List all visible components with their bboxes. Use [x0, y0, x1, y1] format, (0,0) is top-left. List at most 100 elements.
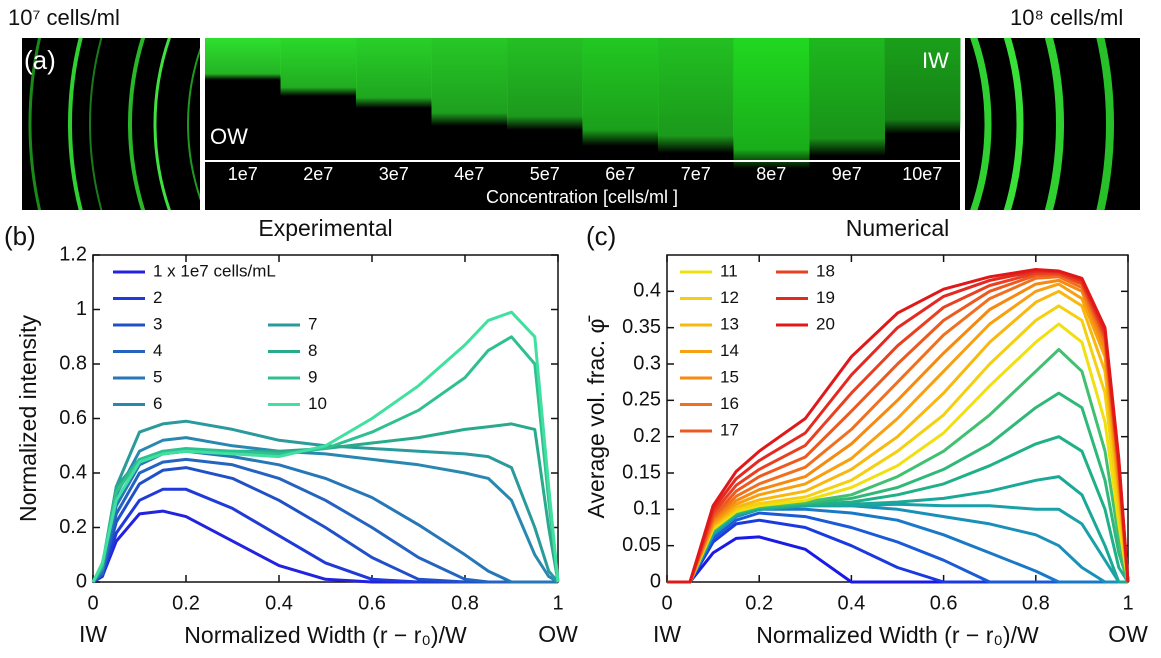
y-tick-label: 0 — [650, 570, 661, 592]
chart-title: Numerical — [846, 215, 950, 241]
series-line — [91, 449, 558, 584]
column-fill — [582, 38, 659, 146]
legend-label: 9 — [308, 367, 317, 386]
right-arcs — [970, 38, 1114, 210]
y-tick-label: 0.25 — [622, 389, 661, 411]
x-tick-label: 0.8 — [451, 592, 479, 614]
x-tick-label: 0.6 — [358, 592, 386, 614]
series-line — [667, 518, 1128, 584]
series-line — [91, 335, 560, 583]
panel-label: (b) — [4, 221, 36, 251]
y-tick-label: 1.2 — [59, 243, 87, 265]
y-tick-label: 0.1 — [633, 498, 661, 520]
column-fill — [507, 38, 583, 130]
outer-wall-label: OW — [210, 124, 248, 149]
x-tick-label: 0 — [661, 592, 672, 614]
series-line — [91, 436, 559, 584]
concentration-label: 1e7 — [228, 164, 258, 184]
series-line — [667, 278, 1130, 584]
series-line — [92, 466, 558, 584]
y-tick-label: 0.3 — [633, 352, 661, 374]
y-axis-label: Normalized intensity — [15, 314, 41, 522]
chart-title: Experimental — [258, 215, 392, 241]
left-image — [22, 38, 200, 210]
y-tick-label: 0.8 — [59, 352, 87, 374]
x-tick-label: 1 — [552, 592, 563, 614]
legend-label: 1 x 1e7 cells/mL — [153, 261, 276, 280]
concentration-label: 7e7 — [681, 164, 711, 184]
series-line — [92, 487, 558, 584]
y-tick-label: 0.4 — [633, 280, 661, 302]
legend-label: 14 — [720, 341, 739, 360]
series-line — [667, 535, 1128, 584]
legend-label: 8 — [308, 341, 317, 360]
column-fill — [884, 38, 961, 134]
x-end-label: IW — [79, 621, 107, 647]
x-tick-label: 0.2 — [172, 592, 200, 614]
y-tick-label: 0.6 — [59, 407, 87, 429]
y-tick-label: 0.05 — [622, 534, 661, 556]
x-end-label: IW — [653, 621, 681, 647]
concentration-label: 6e7 — [605, 164, 635, 184]
legend-label: 20 — [816, 314, 835, 333]
plot-frame — [92, 254, 559, 583]
inner-wall-label: IW — [922, 48, 949, 73]
series-line — [667, 504, 1128, 584]
y-tick-label: 0.2 — [633, 425, 661, 447]
legend-label: 18 — [816, 261, 835, 280]
legend-label: 2 — [153, 288, 162, 307]
y-tick-label: 0.4 — [59, 461, 87, 483]
y-tick-label: 0.2 — [59, 516, 87, 538]
y-axis-label: Average vol. frac. φ̄ — [583, 315, 609, 519]
left-caption: 10⁷ cells/ml — [8, 5, 120, 30]
legend-label: 17 — [720, 420, 739, 439]
concentration-label: 5e7 — [530, 164, 560, 184]
concentration-label: 4e7 — [454, 164, 484, 184]
legend-label: 3 — [153, 314, 162, 333]
legend-label: 4 — [153, 341, 162, 360]
x-tick-label: 0.2 — [745, 592, 773, 614]
column-fill — [809, 38, 885, 156]
x-tick-label: 0.4 — [265, 592, 293, 614]
x-end-label: OW — [538, 621, 578, 647]
x-axis-label: Normalized Width (r − r₀)/W — [184, 622, 467, 648]
x-end-label: OW — [1108, 621, 1148, 647]
x-tick-label: 0.4 — [837, 592, 865, 614]
concentration-label: 2e7 — [303, 164, 333, 184]
legend-label: 15 — [720, 367, 739, 386]
x-tick-label: 0.6 — [930, 592, 958, 614]
y-tick-label: 0.15 — [622, 461, 661, 483]
legend-label: 13 — [720, 314, 739, 333]
x-tick-label: 0.8 — [1022, 592, 1050, 614]
y-tick-label: 1 — [76, 298, 87, 320]
series-line — [91, 310, 560, 583]
legend-label: 10 — [308, 394, 327, 413]
x-axis-label: Normalized Width (r − r₀)/W — [756, 622, 1039, 648]
legend-label: 6 — [153, 394, 162, 413]
series-line — [667, 289, 1130, 584]
column-fill — [205, 38, 281, 80]
panel-label: (c) — [586, 221, 616, 251]
concentration-label: 9e7 — [832, 164, 862, 184]
column-fill — [431, 38, 508, 126]
legend-label: 5 — [153, 367, 162, 386]
y-tick-label: 0 — [76, 570, 87, 592]
series-line — [667, 268, 1130, 584]
column-fill — [733, 38, 810, 169]
legend-label: 12 — [720, 288, 739, 307]
concentration-label: 8e7 — [756, 164, 786, 184]
panel-label: (a) — [24, 45, 56, 75]
legend-label: 19 — [816, 288, 835, 307]
x-tick-label: 0 — [87, 592, 98, 614]
column-fill — [356, 38, 432, 108]
concentration-axis-label: Concentration [cells/ml ] — [486, 187, 678, 207]
concentration-label: 10e7 — [902, 164, 942, 184]
legend-label: 11 — [720, 261, 738, 280]
legend-label: 16 — [720, 394, 739, 413]
y-tick-label: 0.35 — [622, 316, 661, 338]
column-fill — [280, 38, 357, 96]
concentration-columns — [205, 38, 961, 169]
panel-a: 10⁷ cells/ml 10⁸ cells/ml (a) Concentrat… — [8, 5, 1140, 210]
concentration-label: 3e7 — [379, 164, 409, 184]
